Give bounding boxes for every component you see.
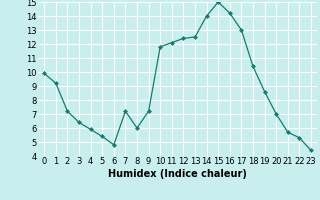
X-axis label: Humidex (Indice chaleur): Humidex (Indice chaleur) <box>108 169 247 179</box>
